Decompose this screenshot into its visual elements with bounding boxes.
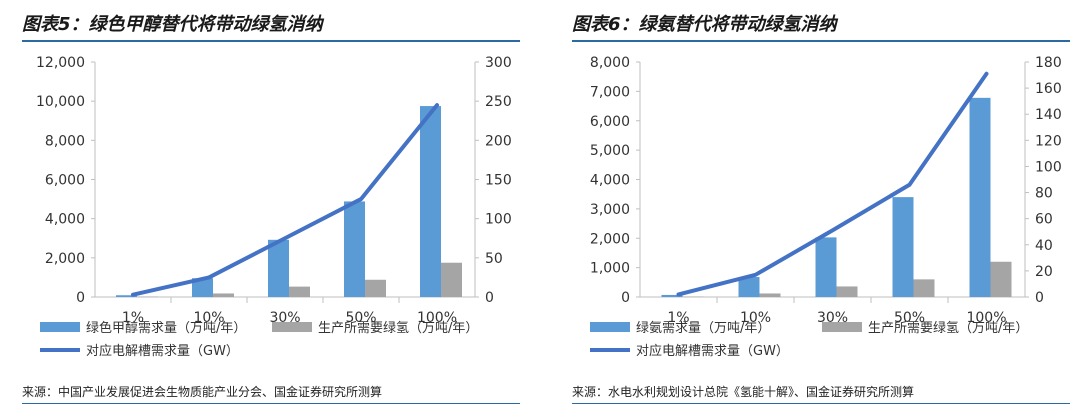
y-tick-label-left: 0 — [621, 290, 630, 306]
y-tick-label-left: 4,000 — [590, 173, 630, 189]
y-tick-label-right: 250 — [485, 94, 512, 110]
x-tick-label: 100% — [417, 310, 457, 326]
bar-secondary — [289, 286, 310, 297]
chart-area: 0 2,000 4,000 6,000 8,000 10,000 12,000 0 50 100 1… — [36, 55, 512, 359]
bar-secondary — [682, 296, 704, 298]
bar-main — [344, 201, 365, 297]
bar-secondary — [137, 296, 158, 298]
series-line — [131, 103, 439, 297]
y-tick-label-left: 5,000 — [590, 143, 630, 159]
legend-label-secondary: 生产所需要绿氢（万吨/年） — [318, 321, 478, 336]
y-tick-label-left: 4,000 — [45, 212, 85, 228]
y-tick-label-left: 8,000 — [45, 133, 85, 149]
legend-label-line: 对应电解槽需求量（GW） — [636, 343, 789, 359]
y-tick-label-right: 200 — [485, 133, 512, 149]
bar-main — [420, 106, 441, 297]
y-tick-label-right: 140 — [1035, 107, 1062, 123]
y-tick-label-right: 300 — [485, 55, 512, 71]
bar-secondary — [913, 279, 935, 297]
source-note: 来源：水电水利规划设计总院《氢能十解》、国金证券研究所测算 — [572, 385, 915, 399]
y-tick-label-right: 50 — [485, 251, 503, 267]
y-tick-label-left: 6,000 — [590, 114, 630, 130]
y-tick-label-right: 40 — [1035, 238, 1053, 254]
y-tick-label-right: 180 — [1035, 55, 1062, 71]
legend-label-line: 对应电解槽需求量（GW） — [86, 343, 239, 359]
chart-panel-right: 图表6：绿氨替代将带动绿氢消纳 0 1,000 2,000 3,000 4,000 5,0… — [550, 0, 1080, 415]
bottom-divider — [22, 403, 520, 404]
y-tick-label-right: 160 — [1035, 81, 1062, 97]
source-note: 来源：中国产业发展促进会生物质能产业分会、国金证券研究所测算 — [22, 385, 383, 399]
y-tick-label-left: 10,000 — [36, 94, 85, 110]
x-tick-label: 1% — [667, 310, 689, 326]
y-tick-label-right: 80 — [1035, 186, 1053, 202]
y-tick-label-left: 0 — [76, 290, 85, 306]
chart-area: 0 1,000 2,000 3,000 4,000 5,000 6,000 7,000 8,00… — [590, 55, 1062, 359]
x-tick-label: 50% — [894, 310, 925, 326]
y-tick-label-left: 7,000 — [590, 84, 630, 100]
bar-secondary — [759, 293, 781, 297]
y-tick-label-left: 8,000 — [590, 55, 630, 71]
chart-title: 图表6：绿氨替代将带动绿氢消纳 — [572, 14, 837, 35]
x-tick-label: 1% — [122, 310, 144, 326]
bar-main — [116, 295, 137, 297]
chart-panel-left: 图表5：绿色甲醇替代将带动绿氢消纳 0 2,000 4,000 6,000 8,000 1… — [0, 0, 530, 415]
y-tick-label-right: 150 — [485, 173, 512, 189]
y-tick-label-left: 2,000 — [45, 251, 85, 267]
x-tick-label: 10% — [193, 310, 224, 326]
title-divider — [22, 40, 520, 42]
legend-label-main: 绿色甲醇需求量（万吨/年） — [86, 320, 246, 336]
y-tick-label-right: 60 — [1035, 212, 1053, 228]
bar-main — [738, 277, 760, 297]
bar-main — [192, 278, 213, 297]
y-tick-label-left: 12,000 — [36, 55, 85, 71]
bar-secondary — [365, 279, 386, 297]
series-line — [676, 71, 989, 297]
legend-swatch-main — [40, 322, 80, 332]
y-tick-label-right: 120 — [1035, 133, 1062, 149]
y-tick-label-right: 0 — [485, 290, 494, 306]
title-divider — [572, 40, 1070, 42]
bar-main — [969, 97, 991, 298]
y-tick-label-left: 6,000 — [45, 173, 85, 189]
bar-main — [892, 197, 914, 297]
legend-swatch-secondary — [272, 322, 312, 332]
y-tick-label-right: 20 — [1035, 264, 1053, 280]
x-tick-label: 100% — [966, 310, 1006, 326]
y-tick-label-right: 100 — [485, 212, 512, 228]
y-tick-label-right: 100 — [1035, 159, 1062, 175]
y-tick-label-left: 3,000 — [590, 202, 630, 218]
y-tick-label-left: 1,000 — [590, 261, 630, 277]
legend-swatch-main — [590, 322, 630, 332]
bottom-divider — [572, 403, 1070, 404]
y-tick-label-left: 2,000 — [590, 231, 630, 247]
x-tick-label: 50% — [345, 310, 376, 326]
bar-secondary — [213, 293, 234, 297]
legend-label-secondary: 生产所需要绿氢（万吨/年） — [868, 321, 1028, 336]
bar-main — [661, 294, 683, 297]
y-tick-label-right: 0 — [1035, 290, 1044, 306]
chart-title: 图表5：绿色甲醇替代将带动绿氢消纳 — [22, 14, 323, 35]
bar-secondary — [441, 262, 462, 297]
bar-secondary — [990, 261, 1012, 297]
legend-swatch-secondary — [822, 322, 862, 332]
bar-main — [815, 237, 837, 297]
bar-main — [268, 239, 289, 297]
bar-secondary — [836, 286, 858, 297]
x-tick-label: 10% — [740, 310, 771, 326]
legend-label-main: 绿氨需求量（万吨/年） — [636, 321, 770, 336]
